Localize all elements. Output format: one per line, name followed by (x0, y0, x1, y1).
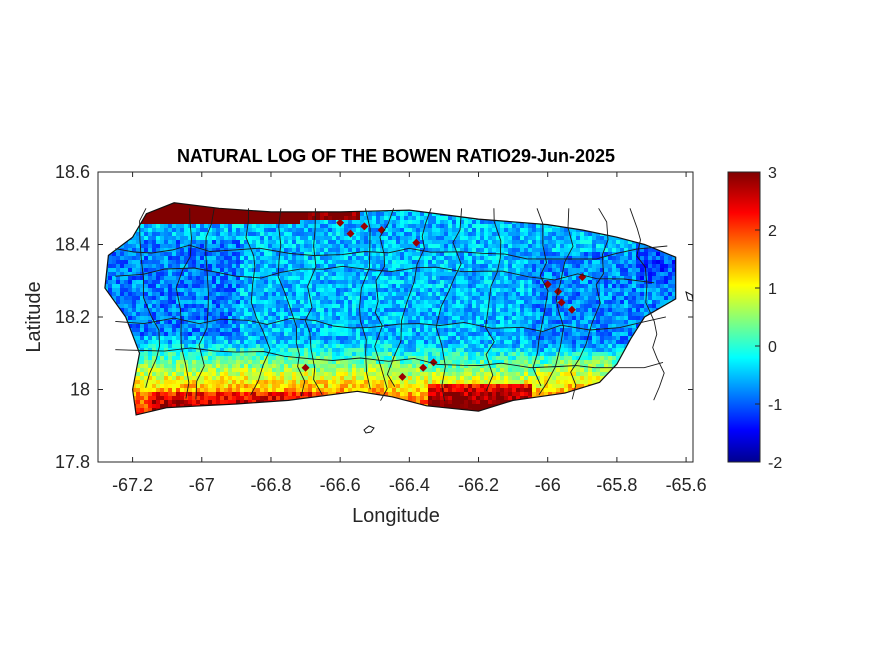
municipality-border (175, 208, 192, 399)
hot-spot-marker (360, 222, 369, 231)
hot-spot-marker (419, 363, 428, 372)
municipality-border (629, 208, 665, 401)
municipality-border (115, 316, 666, 332)
x-tick-label: -65.6 (666, 475, 707, 495)
municipality-border (359, 208, 371, 390)
colorbar-gradient (727, 171, 761, 463)
colorbar-tick-label: -2 (768, 455, 782, 472)
x-tick-label: -66.8 (250, 475, 291, 495)
colorbar-tick-label: 3 (768, 165, 777, 182)
municipality-border (532, 208, 549, 387)
x-tick-label: -66.6 (320, 475, 361, 495)
y-tick-label: 18.6 (55, 162, 90, 182)
hot-spot-marker (377, 226, 386, 234)
hot-spot-marker (557, 298, 566, 307)
municipality-border (195, 208, 215, 400)
hot-spot-marker (567, 305, 576, 314)
hot-spot-marker (346, 229, 355, 238)
x-tick-label: -66.2 (458, 475, 499, 495)
heatmap-field (104, 202, 676, 415)
municipality-border (277, 208, 306, 397)
hot-spot-marker (398, 372, 407, 381)
colorbar-tick-label: 2 (768, 223, 777, 240)
municipality-border (115, 265, 655, 284)
colorbar-tick-label: -1 (768, 397, 782, 414)
caja-de-muertos-island (363, 425, 375, 434)
colorbar: -2 -1 0 1 2 3 (727, 165, 782, 472)
colorbar-tick-label: 1 (768, 281, 777, 298)
hot-spot-marker (336, 218, 345, 227)
municipality-border (435, 208, 463, 402)
x-tick-label: -65.8 (596, 475, 637, 495)
island-outline (104, 202, 693, 434)
municipality-border (538, 208, 574, 395)
y-tick-label: 18 (70, 380, 90, 400)
x-tick-label: -67 (189, 475, 215, 495)
y-tick-label: 17.8 (55, 452, 90, 472)
municipality-border (139, 208, 160, 388)
x-tick-label: -67.2 (112, 475, 153, 495)
colorbar-ticks: -2 -1 0 1 2 3 (755, 165, 782, 472)
y-axis-ticks: 17.8 18 18.2 18.4 18.6 (55, 162, 693, 472)
x-axis-label: Longitude (352, 505, 440, 527)
y-tick-label: 18.2 (55, 307, 90, 327)
x-tick-label: -66 (535, 475, 561, 495)
municipality-border (115, 347, 664, 369)
municipality-border (485, 208, 502, 392)
y-tick-label: 18.4 (55, 235, 90, 255)
municipality-border (374, 208, 395, 401)
colorbar-tick-label: 0 (768, 339, 777, 356)
municipality-border (304, 208, 323, 395)
y-axis-label: Latitude (23, 281, 45, 352)
municipality-border (115, 244, 668, 260)
municipality-border (570, 208, 609, 400)
municipality-border (386, 208, 432, 387)
hot-spot-marker (412, 238, 421, 247)
vieques-tip (685, 291, 693, 302)
municipality-border (245, 208, 271, 396)
hot-spot-marker (301, 363, 310, 372)
chart-title: NATURAL LOG OF THE BOWEN RATIO29-Jun-202… (177, 146, 615, 166)
hot-spot-marker (429, 358, 438, 367)
x-tick-label: -66.4 (389, 475, 430, 495)
x-axis-ticks: -67.2 -67 -66.8 -66.6 -66.4 -66.2 -66 -65.8 -65.… (112, 172, 707, 495)
